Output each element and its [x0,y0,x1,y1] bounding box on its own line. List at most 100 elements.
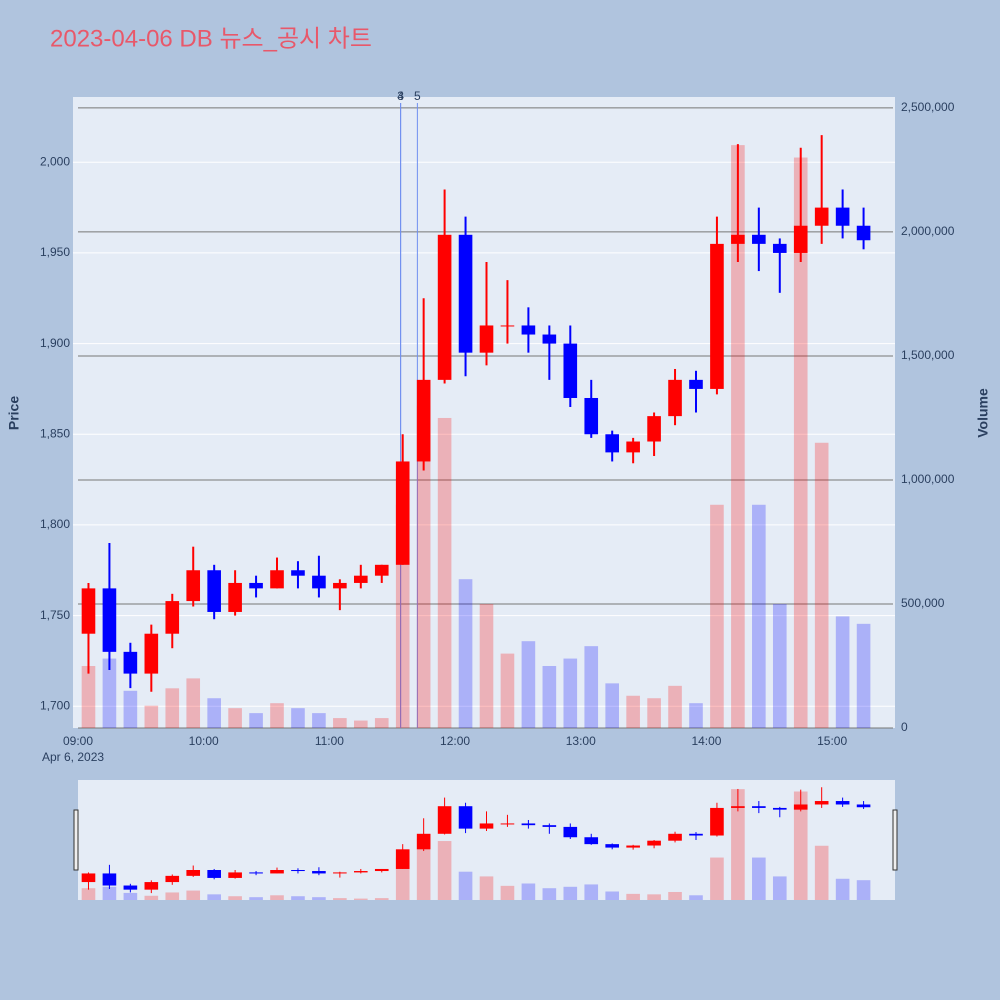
x-sublabel: Apr 6, 2023 [42,750,104,764]
plot-area [73,97,895,728]
volume-bar [437,417,452,728]
candle-body [626,441,640,453]
mini-candle-body [102,873,117,886]
candle-body [333,582,347,589]
candle-body [668,379,682,417]
volume-bar [186,678,201,728]
y2-tick-label: 2,500,000 [901,100,955,114]
volume-bar [647,698,661,728]
mini-candle-body [374,868,389,872]
mini-candle-body [312,871,326,874]
y-tick-label: 1,700 [40,698,70,712]
volume-bar [207,698,221,728]
volume-bar [374,718,389,728]
candle-body [793,225,808,253]
mini-candle-body [521,823,536,826]
mini-candle-body [835,801,850,805]
mini-volume-bar [605,891,620,900]
volume-bar [772,603,787,728]
x-tick-label: 14:00 [691,734,721,748]
candle-body [144,633,159,674]
mini-candle-body [563,826,578,838]
mini-candle-body [772,807,787,810]
y2-axis-title: Volume [975,388,991,438]
candle-body [752,234,766,244]
mini-candle-body [668,833,682,841]
mini-volume-bar [772,876,787,900]
mini-candle-body [689,833,703,836]
volume-bar [584,646,599,728]
mini-candle-body [479,823,494,829]
mini-candle-body [291,870,305,872]
candle-body [521,325,536,335]
candle-body [605,434,620,453]
mini-candle-body [752,806,766,808]
volume-bar [563,658,578,728]
mini-volume-bar [626,893,640,900]
annotation-label: 3 [397,89,404,103]
volume-bar [81,665,96,728]
volume-bar [521,641,536,728]
candle-body [312,575,326,589]
candle-body [772,243,787,253]
candle-body [563,343,578,398]
mini-candle-body [814,801,829,805]
volume-bar [689,703,703,728]
candle-body [689,379,703,389]
y-tick-label: 1,750 [40,608,70,622]
slider-handle[interactable] [892,809,898,871]
mini-volume-bar [270,895,284,900]
volume-bar [123,690,138,728]
annotation-label: 4 [397,89,404,103]
candle-body [353,575,368,583]
candle-body [731,234,745,244]
mini-candle-body [353,871,368,873]
mini-candle-body [270,870,284,874]
y-tick-label: 1,900 [40,336,70,350]
mini-volume-bar [249,897,263,900]
mini-volume-bar [228,896,242,900]
mini-candle-body [81,873,96,883]
mini-volume-bar [835,878,850,900]
volume-bar [668,685,682,728]
volume-bar [144,705,159,728]
candle-body [647,416,661,442]
candle-body [437,234,452,380]
mini-volume-bar [668,891,682,900]
y2-tick-label: 1,500,000 [901,348,955,362]
mini-candle-body [647,840,661,846]
mini-volume-bar [374,898,389,900]
volume-bar [458,579,473,728]
volume-bar [416,405,431,728]
mini-candle-body [123,885,138,890]
volume-bar [249,713,263,728]
mini-candle-body [249,872,263,874]
mini-candle-body [165,875,180,883]
candle-body [207,570,221,612]
volume-bar [312,713,326,728]
x-tick-label: 09:00 [63,734,93,748]
mini-volume-bar [814,845,829,900]
candle-body [395,461,410,565]
mini-volume-bar [542,888,557,900]
mini-candle-body [186,870,201,876]
mini-volume-bar [793,791,808,900]
volume-bar [479,603,494,728]
mini-volume-bar [102,886,117,900]
candle-body [123,651,138,674]
mini-volume-bar [144,895,159,900]
mini-volume-bar [521,883,536,900]
volume-bar [165,688,180,728]
mini-candle-body [584,837,599,845]
volume-bar [626,695,640,728]
candle-body [165,601,180,634]
slider-handle[interactable] [73,809,79,871]
mini-candle-body [333,872,347,874]
mini-candle-body [228,872,242,878]
candle-body [479,325,494,353]
y2-tick-label: 1,000,000 [901,472,955,486]
range-slider [78,780,895,900]
y-tick-label: 1,800 [40,517,70,531]
volume-bar [270,703,284,728]
